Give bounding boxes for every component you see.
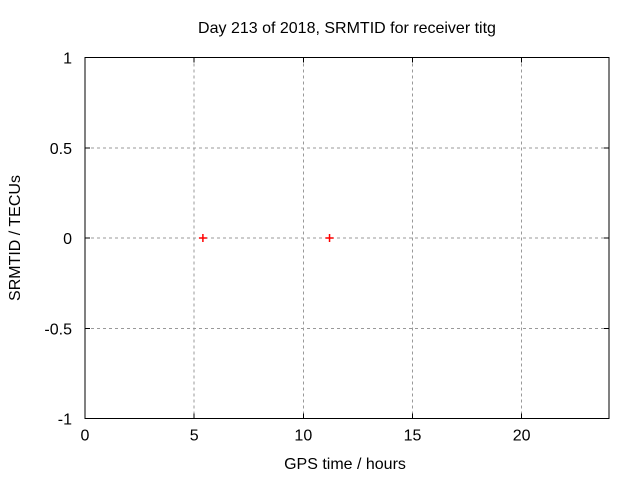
- x-tick-label: 0: [81, 428, 90, 445]
- x-tick-label: 15: [404, 428, 422, 445]
- x-tick-label: 10: [294, 428, 312, 445]
- grid-layer: [85, 57, 609, 419]
- tick-label-layer: 0 5 10 15 20 1 0.5 0 -0.5 -1: [44, 51, 530, 445]
- data-point-marker: [325, 234, 334, 242]
- y-tick-label: 1: [63, 51, 72, 68]
- data-points-layer: [198, 234, 334, 242]
- y-tick-label: -0.5: [44, 321, 72, 338]
- axis-layer: [84, 57, 610, 419]
- x-tick-label: 20: [513, 428, 531, 445]
- x-tick-label: 5: [190, 428, 199, 445]
- y-axis-label: SRMTID / TECUs: [7, 175, 24, 301]
- x-axis-label: GPS time / hours: [284, 456, 406, 473]
- y-tick-label: -1: [58, 412, 72, 429]
- y-tick-label: 0.5: [50, 141, 72, 158]
- data-point-marker: [198, 234, 207, 242]
- chart-title: Day 213 of 2018, SRMTID for receiver tit…: [198, 20, 496, 37]
- y-tick-label: 0: [63, 231, 72, 248]
